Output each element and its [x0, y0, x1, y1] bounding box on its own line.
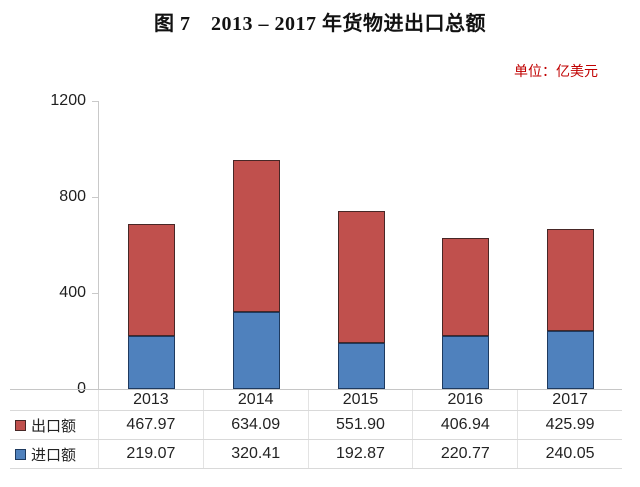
year-cell-2015: 2015	[307, 390, 413, 410]
value-cell-出口额-2017: 425.99	[517, 411, 622, 439]
y-axis-tick-label: 0	[77, 380, 86, 397]
value-cell-进口额-2014: 320.41	[202, 440, 308, 468]
table-corner-cell	[10, 390, 98, 410]
bar-segment-进口额-2015	[337, 343, 385, 389]
value-cell-进口额-2017: 240.05	[517, 440, 622, 468]
bar-segment-出口额-2014	[232, 160, 280, 312]
year-cell-2013: 2013	[98, 390, 203, 410]
year-cell-2014: 2014	[202, 390, 308, 410]
bar-segment-出口额-2013	[127, 224, 175, 336]
bar-segment-出口额-2015	[337, 211, 385, 343]
value-cell-出口额-2016: 406.94	[412, 411, 517, 439]
value-cell-出口额-2014: 634.09	[202, 411, 308, 439]
export-row: 出口额 467.97 634.09 551.90 406.94 425.99	[10, 411, 622, 440]
legend-cell-export: 出口额	[10, 411, 98, 439]
bar-segment-出口额-2016	[442, 238, 490, 336]
data-table: 2013 2014 2015 2016 2017 出口额 467.97 634.09 551…	[10, 389, 622, 469]
bar-2015	[337, 211, 385, 389]
unit-label: 单位：亿美元	[514, 65, 598, 80]
import-series-swatch-icon	[15, 448, 26, 460]
bar-2016	[442, 238, 490, 389]
value-cell-出口额-2013: 467.97	[98, 411, 203, 439]
import-series-label: 进口额	[31, 446, 77, 464]
y-axis-tick-label: 1200	[50, 92, 86, 109]
value-cell-进口额-2016: 220.77	[412, 440, 517, 468]
y-axis-tick-mark	[92, 101, 98, 102]
plot-area	[98, 101, 622, 389]
category-row: 2013 2014 2015 2016 2017	[10, 390, 622, 411]
export-series-label: 出口额	[31, 417, 77, 435]
bar-segment-出口额-2017	[547, 229, 595, 331]
bar-segment-进口额-2017	[547, 331, 595, 389]
figure-title: 图 7 2013 – 2017 年货物进出口总额	[154, 13, 486, 35]
export-series-swatch-icon	[15, 419, 26, 431]
stacked-bar-chart: 0 400 800 1200	[0, 92, 622, 397]
value-cell-进口额-2013: 219.07	[98, 440, 203, 468]
value-cell-出口额-2015: 551.90	[307, 411, 413, 439]
value-cell-进口额-2015: 192.87	[307, 440, 413, 468]
bar-segment-进口额-2016	[442, 336, 490, 389]
y-axis-tick-label: 800	[59, 188, 86, 205]
year-cell-2017: 2017	[517, 390, 622, 410]
legend-cell-import: 进口额	[10, 440, 98, 468]
bar-2017	[547, 229, 595, 389]
y-axis-tick-mark	[92, 293, 98, 294]
bar-segment-进口额-2014	[232, 312, 280, 389]
import-row: 进口额 219.07 320.41 192.87 220.77 240.05	[10, 440, 622, 469]
year-cell-2016: 2016	[412, 390, 517, 410]
y-axis-tick-label: 400	[59, 284, 86, 301]
y-axis-tick-mark	[92, 197, 98, 198]
bar-2013	[127, 224, 175, 389]
bar-segment-进口额-2013	[127, 336, 175, 389]
bar-2014	[232, 160, 280, 389]
